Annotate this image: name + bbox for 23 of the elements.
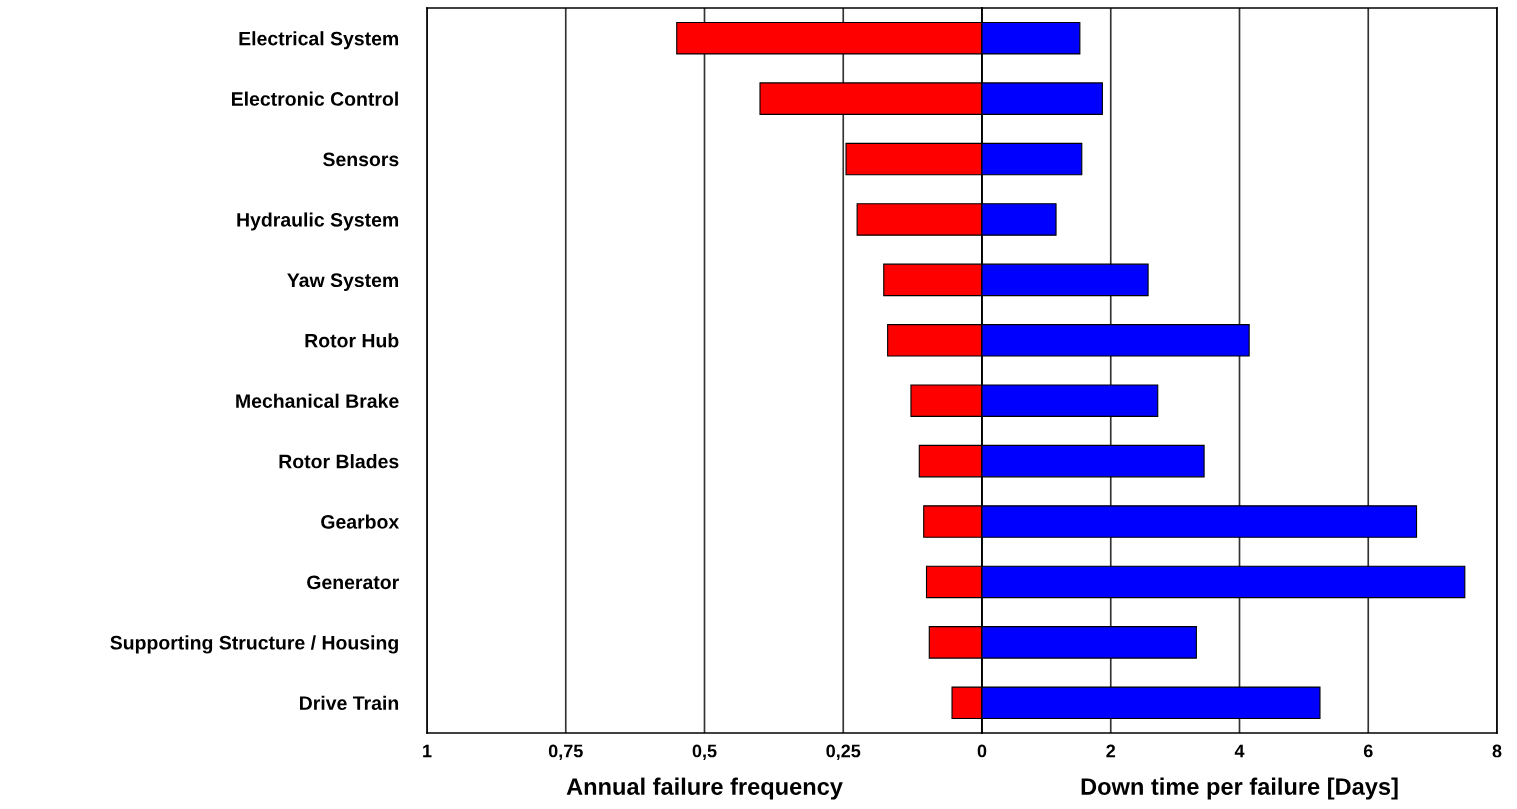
x-tick-label: 2 <box>1106 744 1116 758</box>
y-tick-label: Rotor Blades <box>279 454 399 469</box>
x-tick-label: 6 <box>1363 744 1373 758</box>
x-tick-label: 0,5 <box>692 744 717 760</box>
y-tick-label: Rotor Hub <box>305 333 399 348</box>
y-tick-label: Drive Train <box>300 695 399 711</box>
x-axis-title: Annual failure frequency <box>566 777 843 800</box>
x-tick-label: 8 <box>1492 744 1502 758</box>
y-tick-label: Yaw System <box>287 273 399 291</box>
y-tick-label: Hydraulic System <box>237 212 399 231</box>
y-tick-label: Gearbox <box>321 514 400 529</box>
y-tick-label: Supporting Structure / Housing <box>110 635 398 654</box>
y-tick-label: Sensors <box>323 152 399 167</box>
x-tick-label: 1 <box>423 744 432 758</box>
y-tick-label: Electronic Control <box>232 91 398 106</box>
y-tick-label: Electrical System <box>239 31 399 50</box>
y-tick-label: Generator <box>307 575 399 590</box>
x-tick-label: 0,25 <box>826 744 861 760</box>
x-tick-label: 0,75 <box>548 744 583 760</box>
y-tick-label: Mechanical Brake <box>236 393 399 408</box>
x-tick-label: 0 <box>977 744 987 758</box>
x-tick-label: 4 <box>1234 744 1245 758</box>
x-axis-title: Down time per failure [Days] <box>1081 777 1398 800</box>
